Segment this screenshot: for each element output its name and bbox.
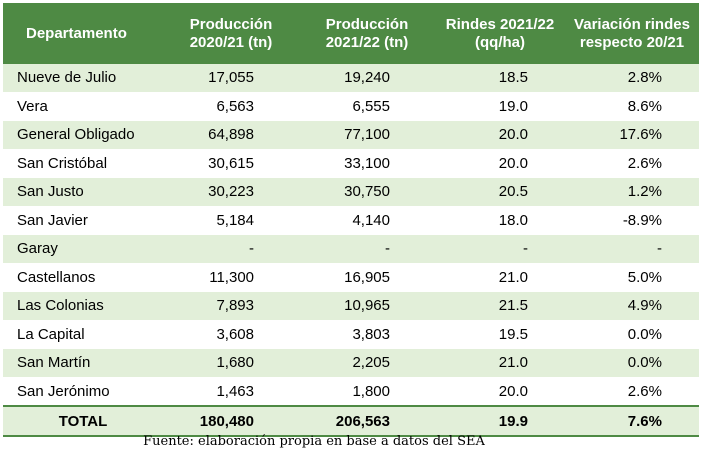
table-row: Vera 6,563 6,555 19.0 8.6%: [3, 92, 699, 121]
variacion-cell: -: [565, 234, 699, 264]
rindes-cell: 20.5: [435, 177, 565, 207]
header-produccion-2020-21: Producción 2020/21 (tn): [163, 3, 299, 64]
header-row: Departamento Producción 2020/21 (tn) Pro…: [3, 3, 699, 64]
departamento-cell: La Capital: [3, 320, 163, 349]
production-table-container: Departamento Producción 2020/21 (tn) Pro…: [3, 3, 699, 449]
total-variacion-cell: 7.6%: [565, 405, 699, 437]
source-note: Fuente: elaboración propia en base a dat…: [143, 434, 485, 449]
departamento-cell: Las Colonias: [3, 291, 163, 321]
variacion-cell: 4.9%: [565, 291, 699, 321]
produccion-2020-21-cell: 5,184: [163, 206, 299, 235]
rindes-cell: 20.0: [435, 120, 565, 150]
produccion-2021-22-cell: -: [299, 234, 435, 264]
departamento-cell: Nueve de Julio: [3, 64, 163, 93]
departamento-cell: Garay: [3, 234, 163, 264]
table-row: Nueve de Julio 17,055 19,240 18.5 2.8%: [3, 64, 699, 93]
total-departamento-cell: TOTAL: [3, 405, 163, 437]
produccion-2021-22-cell: 30,750: [299, 177, 435, 207]
variacion-cell: 5.0%: [565, 263, 699, 292]
table-body: Nueve de Julio 17,055 19,240 18.5 2.8% Vera 6,…: [3, 64, 699, 437]
total-produccion-2021-22-cell: 206,563: [299, 405, 435, 437]
table-row: San Martín 1,680 2,205 21.0 0.0%: [3, 348, 699, 378]
rindes-cell: 20.0: [435, 377, 565, 407]
produccion-2020-21-cell: 3,608: [163, 320, 299, 349]
produccion-2021-22-cell: 77,100: [299, 120, 435, 150]
header-rindes-2021-22: Rindes 2021/22 (qq/ha): [435, 3, 565, 64]
table-row: Garay - - - -: [3, 234, 699, 264]
variacion-cell: -8.9%: [565, 206, 699, 235]
rindes-cell: 18.5: [435, 64, 565, 93]
produccion-2020-21-cell: 11,300: [163, 263, 299, 292]
produccion-2020-21-cell: 1,680: [163, 348, 299, 378]
departamento-cell: San Cristóbal: [3, 149, 163, 178]
produccion-2020-21-cell: 30,615: [163, 149, 299, 178]
rindes-cell: 19.5: [435, 320, 565, 349]
table-row: San Justo 30,223 30,750 20.5 1.2%: [3, 177, 699, 207]
departamento-cell: Castellanos: [3, 263, 163, 292]
departamento-cell: San Martín: [3, 348, 163, 378]
variacion-cell: 0.0%: [565, 348, 699, 378]
variacion-cell: 1.2%: [565, 177, 699, 207]
produccion-2020-21-cell: -: [163, 234, 299, 264]
rindes-cell: 21.0: [435, 348, 565, 378]
variacion-cell: 2.6%: [565, 149, 699, 178]
produccion-2021-22-cell: 4,140: [299, 206, 435, 235]
rindes-cell: -: [435, 234, 565, 264]
rindes-cell: 21.5: [435, 291, 565, 321]
table-row: San Cristóbal 30,615 33,100 20.0 2.6%: [3, 149, 699, 178]
departamento-cell: San Justo: [3, 177, 163, 207]
produccion-2020-21-cell: 64,898: [163, 120, 299, 150]
variacion-cell: 2.6%: [565, 377, 699, 407]
table-row: General Obligado 64,898 77,100 20.0 17.6%: [3, 120, 699, 150]
produccion-2021-22-cell: 1,800: [299, 377, 435, 407]
production-table: Departamento Producción 2020/21 (tn) Pro…: [3, 3, 699, 437]
produccion-2021-22-cell: 10,965: [299, 291, 435, 321]
produccion-2021-22-cell: 19,240: [299, 64, 435, 93]
table-row: Las Colonias 7,893 10,965 21.5 4.9%: [3, 291, 699, 321]
total-row: TOTAL 180,480 206,563 19.9 7.6%: [3, 405, 699, 437]
header-produccion-2021-22: Producción 2021/22 (tn): [299, 3, 435, 64]
rindes-cell: 20.0: [435, 149, 565, 178]
produccion-2021-22-cell: 6,555: [299, 92, 435, 121]
table-row: Castellanos 11,300 16,905 21.0 5.0%: [3, 263, 699, 292]
produccion-2020-21-cell: 7,893: [163, 291, 299, 321]
variacion-cell: 2.8%: [565, 64, 699, 93]
variacion-cell: 17.6%: [565, 120, 699, 150]
produccion-2020-21-cell: 30,223: [163, 177, 299, 207]
produccion-2020-21-cell: 6,563: [163, 92, 299, 121]
departamento-cell: San Jerónimo: [3, 377, 163, 407]
produccion-2021-22-cell: 2,205: [299, 348, 435, 378]
produccion-2021-22-cell: 33,100: [299, 149, 435, 178]
table-row: La Capital 3,608 3,803 19.5 0.0%: [3, 320, 699, 349]
departamento-cell: Vera: [3, 92, 163, 121]
produccion-2020-21-cell: 1,463: [163, 377, 299, 407]
header-variacion-rindes: Variación rindes respecto 20/21: [565, 3, 699, 64]
produccion-2021-22-cell: 16,905: [299, 263, 435, 292]
table-row: San Javier 5,184 4,140 18.0 -8.9%: [3, 206, 699, 235]
rindes-cell: 19.0: [435, 92, 565, 121]
departamento-cell: General Obligado: [3, 120, 163, 150]
rindes-cell: 18.0: [435, 206, 565, 235]
variacion-cell: 8.6%: [565, 92, 699, 121]
header-departamento: Departamento: [3, 3, 163, 64]
departamento-cell: San Javier: [3, 206, 163, 235]
produccion-2021-22-cell: 3,803: [299, 320, 435, 349]
total-rindes-cell: 19.9: [435, 405, 565, 437]
table-row: San Jerónimo 1,463 1,800 20.0 2.6%: [3, 377, 699, 407]
variacion-cell: 0.0%: [565, 320, 699, 349]
total-produccion-2020-21-cell: 180,480: [163, 405, 299, 437]
produccion-2020-21-cell: 17,055: [163, 64, 299, 93]
rindes-cell: 21.0: [435, 263, 565, 292]
